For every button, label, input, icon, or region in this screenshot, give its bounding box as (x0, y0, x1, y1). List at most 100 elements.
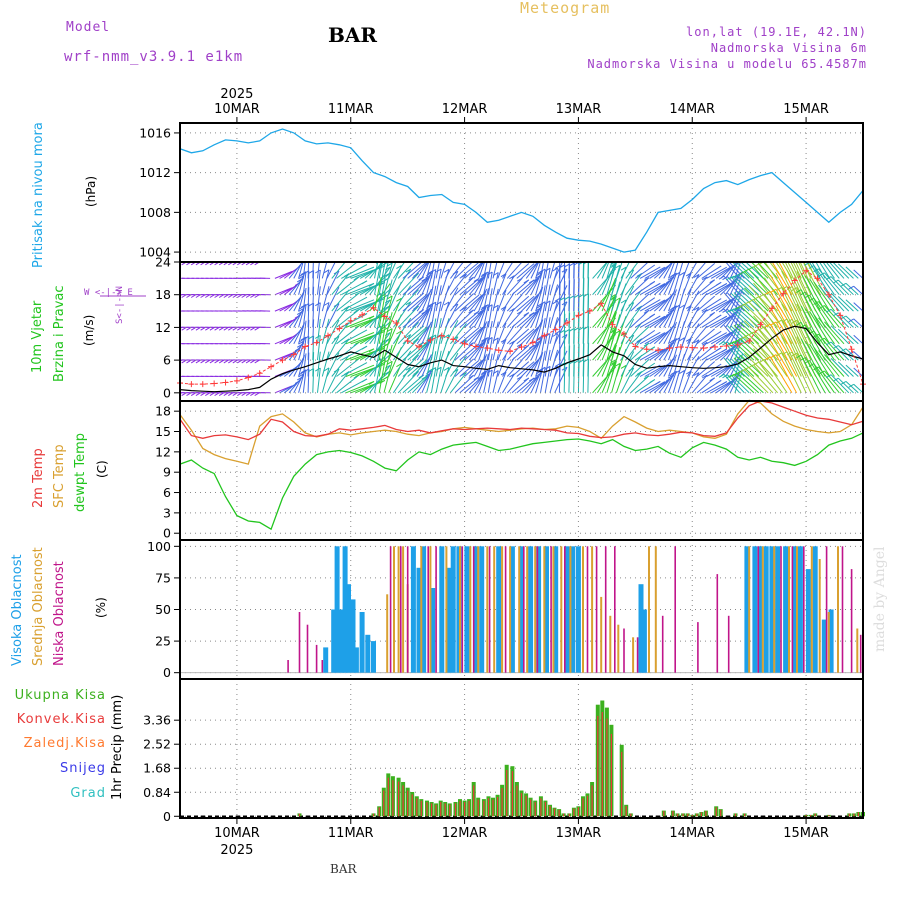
wind-barb (435, 268, 442, 295)
wind-barb (511, 344, 530, 361)
wind-barb-head (643, 277, 650, 282)
wind-barb (459, 327, 480, 345)
wind-barb-head (777, 222, 782, 225)
wind-barb-head (825, 276, 832, 281)
wind-barb (530, 288, 542, 312)
wind-barb-head (736, 241, 741, 244)
wind-gust-marker (643, 346, 650, 353)
wind-barb-head (659, 315, 666, 320)
y-tick-label: 6 (163, 353, 171, 368)
wind-barb (682, 354, 692, 377)
wind-barb (611, 281, 621, 312)
wind-barb-head (228, 294, 234, 298)
wind-barb (853, 285, 863, 296)
wind-barb (811, 262, 821, 279)
wind-barb (635, 329, 656, 345)
wind-barb (525, 307, 541, 328)
precip-convective-bar (568, 813, 570, 817)
wind-barb-head (771, 224, 776, 227)
wind-barb (776, 262, 778, 263)
wind-barb (312, 368, 315, 393)
wind-barb-head (205, 359, 211, 364)
wind-barb (786, 335, 807, 377)
wind-barb (483, 353, 489, 377)
wind-barb-head (387, 230, 392, 233)
wind-barb (830, 276, 850, 296)
wind-barb-head (615, 233, 620, 236)
wind-barb-head (250, 392, 256, 397)
wind-barb (302, 287, 307, 312)
wind-barb-head (718, 275, 725, 280)
wind-barb (378, 262, 383, 279)
cloud-low-bar (523, 546, 525, 673)
wind-barb (374, 342, 382, 377)
precip-convective-bar (506, 770, 508, 817)
cloud-high-bar (346, 584, 351, 673)
wind-gust-marker (450, 336, 457, 343)
cloud-high-bar (359, 612, 365, 673)
wind-barb (658, 309, 674, 328)
wind-barb (426, 262, 428, 263)
wind-barb (625, 322, 643, 345)
wind-barb-head (721, 315, 728, 320)
wind-barb (416, 291, 431, 312)
wind-barb-head (383, 375, 389, 380)
y-tick-label: 12 (155, 444, 171, 459)
wind-barb (506, 326, 523, 345)
wind-barb (312, 262, 314, 279)
wind-barb (601, 359, 617, 393)
wind-barb-head (478, 246, 483, 249)
wind-barb (407, 326, 428, 345)
y-tick-label: 2.52 (143, 737, 171, 752)
wind-barb (464, 310, 483, 328)
wind-barb (327, 262, 328, 263)
wind-barb (549, 317, 559, 344)
wind-barb-head (848, 383, 854, 388)
wind-barb (611, 363, 621, 393)
wind-barb-head (786, 351, 793, 356)
wind-barb-head (368, 348, 375, 353)
wind-barb (374, 309, 382, 344)
wind-barb (682, 370, 692, 393)
wind-barb (388, 262, 390, 263)
wind-barb (762, 262, 778, 279)
wind-barb (540, 350, 546, 377)
wind-barb-head (334, 238, 339, 241)
cloud-mid-bar (402, 546, 405, 673)
wind-barb (630, 309, 650, 328)
precip-convective-bar (591, 785, 593, 817)
wind-barb (468, 374, 486, 394)
y-tick-label: 18 (155, 404, 171, 419)
wind-barb-head (787, 221, 792, 224)
wind-barb (383, 262, 393, 295)
coords-label: lon,lat (19.1E, 42.1N) (686, 25, 867, 39)
wind-barb (804, 357, 826, 394)
wind-barb (744, 287, 769, 312)
cloud-mid-bar (397, 546, 400, 673)
wind-barb-head (383, 246, 388, 249)
wind-gust-marker (803, 267, 810, 274)
wind-barb (781, 270, 802, 312)
wind-barb-head (736, 241, 741, 244)
wind-barb (336, 309, 360, 328)
wind-barb (459, 310, 480, 328)
cloud-high-bar (334, 546, 340, 673)
wind-barb (321, 302, 330, 328)
wind-barb (450, 290, 467, 312)
cloud-mid-bar (827, 612, 830, 673)
wind-barb (790, 262, 807, 295)
wind-barb (540, 301, 546, 328)
wind-barb (341, 362, 368, 377)
wind-barb (824, 370, 845, 394)
wind-barb-head (406, 236, 411, 239)
wind-barb (454, 276, 474, 296)
wind-barb (345, 266, 375, 279)
wind-barb (554, 262, 556, 263)
wind-barb (526, 262, 527, 263)
wind-barb (478, 354, 488, 377)
precip-convective-bar (853, 813, 855, 817)
wind-barb (450, 262, 464, 279)
wind-barb (644, 299, 666, 312)
wind-barb (592, 262, 594, 263)
